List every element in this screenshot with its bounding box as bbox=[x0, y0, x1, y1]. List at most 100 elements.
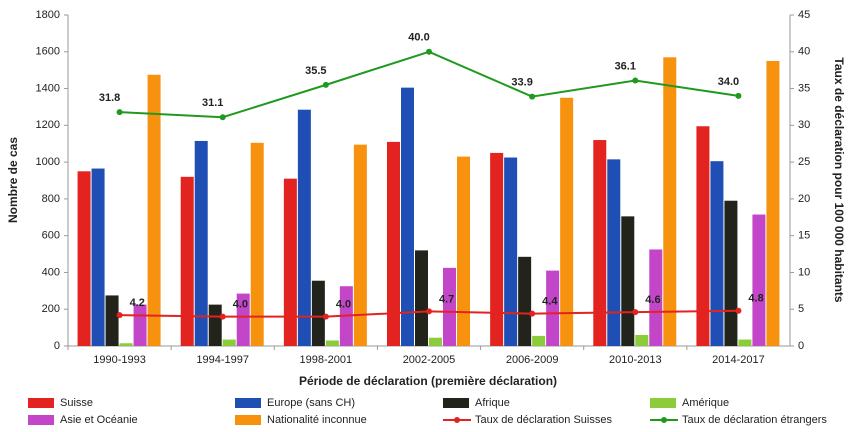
x-tick-label: 2010-2013 bbox=[609, 354, 662, 366]
bar bbox=[504, 157, 518, 346]
bar bbox=[429, 337, 442, 346]
bar bbox=[607, 159, 621, 346]
bar bbox=[490, 152, 504, 346]
line-point bbox=[529, 93, 536, 100]
bar bbox=[387, 141, 400, 346]
y2-tick-label: 40 bbox=[798, 46, 810, 58]
data-label: 31.1 bbox=[202, 97, 223, 109]
y2-tick-label: 20 bbox=[798, 193, 810, 205]
data-label: 33.9 bbox=[511, 77, 532, 89]
y2-tick-label: 35 bbox=[798, 82, 810, 94]
bar bbox=[738, 339, 752, 346]
bar bbox=[621, 216, 635, 346]
legend-swatch bbox=[650, 398, 676, 408]
y-tick-label: 1600 bbox=[36, 46, 60, 58]
bar bbox=[250, 142, 264, 346]
line-point bbox=[219, 313, 226, 320]
y2-tick-label: 5 bbox=[798, 303, 804, 315]
bar bbox=[147, 74, 161, 346]
y2-tick-label: 25 bbox=[798, 156, 810, 168]
line-point bbox=[735, 307, 742, 314]
line-point bbox=[426, 48, 432, 55]
y-tick-label: 800 bbox=[42, 193, 60, 205]
bar bbox=[457, 156, 470, 346]
legend-swatch bbox=[443, 398, 469, 408]
legend-label: Amérique bbox=[682, 397, 729, 409]
data-label: 34.0 bbox=[718, 76, 739, 88]
data-label: 4.6 bbox=[645, 294, 660, 306]
line-point bbox=[632, 309, 639, 316]
bar bbox=[649, 249, 663, 346]
legend-label: Taux de déclaration étrangers bbox=[682, 414, 827, 426]
bar bbox=[724, 200, 738, 346]
legend-marker bbox=[661, 417, 667, 423]
bar bbox=[222, 339, 236, 346]
legend-marker bbox=[454, 417, 460, 423]
bar bbox=[518, 256, 532, 346]
y-tick-label: 1000 bbox=[36, 156, 60, 168]
y2-tick-label: 30 bbox=[798, 119, 810, 131]
data-label: 31.8 bbox=[99, 92, 120, 104]
line-point bbox=[529, 310, 536, 317]
y-tick-label: 400 bbox=[42, 266, 60, 278]
data-label: 4.8 bbox=[748, 293, 763, 305]
bar bbox=[353, 144, 367, 346]
bar bbox=[415, 250, 428, 346]
bar bbox=[283, 178, 297, 346]
line-point bbox=[219, 114, 226, 121]
y-axis-title: Nombre de cas bbox=[6, 137, 20, 223]
bar bbox=[766, 60, 780, 346]
bar bbox=[752, 214, 766, 346]
y2-tick-label: 0 bbox=[798, 340, 804, 352]
y2-tick-label: 15 bbox=[798, 230, 810, 242]
legend-label: Asie et Océanie bbox=[60, 414, 138, 426]
y-tick-label: 600 bbox=[42, 230, 60, 242]
legend-label: Suisse bbox=[60, 397, 93, 409]
bar bbox=[401, 87, 414, 346]
legend-label: Afrique bbox=[475, 397, 510, 409]
y2-axis-title: Taux de déclaration pour 100 000 habitan… bbox=[832, 57, 846, 303]
y-tick-label: 0 bbox=[54, 340, 60, 352]
data-label: 4.2 bbox=[130, 297, 145, 309]
line-point bbox=[632, 77, 639, 84]
data-label: 4.4 bbox=[542, 296, 558, 308]
bar bbox=[532, 335, 546, 346]
x-tick-label: 1994-1997 bbox=[196, 354, 249, 366]
line-point bbox=[426, 308, 432, 315]
bar bbox=[105, 295, 119, 346]
data-label: 40.0 bbox=[408, 32, 429, 44]
bar bbox=[208, 304, 222, 346]
bar bbox=[297, 109, 311, 346]
bar bbox=[91, 168, 105, 346]
bar bbox=[119, 343, 133, 346]
bar bbox=[311, 280, 325, 346]
bar bbox=[663, 57, 677, 347]
y-tick-label: 1400 bbox=[36, 82, 60, 94]
y2-tick-label: 10 bbox=[798, 266, 810, 278]
bar bbox=[236, 293, 250, 346]
y-tick-label: 200 bbox=[42, 303, 60, 315]
line-point bbox=[735, 92, 742, 99]
data-label: 36.1 bbox=[615, 60, 636, 72]
data-label: 4.0 bbox=[233, 298, 248, 310]
legend-swatch bbox=[28, 415, 54, 425]
bar bbox=[180, 176, 194, 346]
line-point bbox=[116, 109, 123, 116]
bar bbox=[593, 140, 607, 346]
legend-label: Nationalité inconnue bbox=[267, 414, 367, 426]
legend-swatch bbox=[235, 415, 261, 425]
x-tick-label: 1990-1993 bbox=[93, 354, 146, 366]
data-label: 4.0 bbox=[336, 298, 351, 310]
bar bbox=[710, 161, 724, 346]
x-tick-label: 2014-2017 bbox=[712, 354, 765, 366]
legend-label: Europe (sans CH) bbox=[267, 397, 355, 409]
x-tick-label: 1998-2001 bbox=[300, 354, 353, 366]
data-label: 35.5 bbox=[305, 65, 326, 77]
legend-swatch bbox=[28, 398, 54, 408]
y-tick-label: 1800 bbox=[36, 9, 60, 21]
bar bbox=[635, 334, 649, 346]
legend-label: Taux de déclaration Suisses bbox=[475, 414, 612, 426]
legend-swatch bbox=[235, 398, 261, 408]
line-point bbox=[322, 313, 329, 320]
line-point bbox=[116, 312, 123, 319]
